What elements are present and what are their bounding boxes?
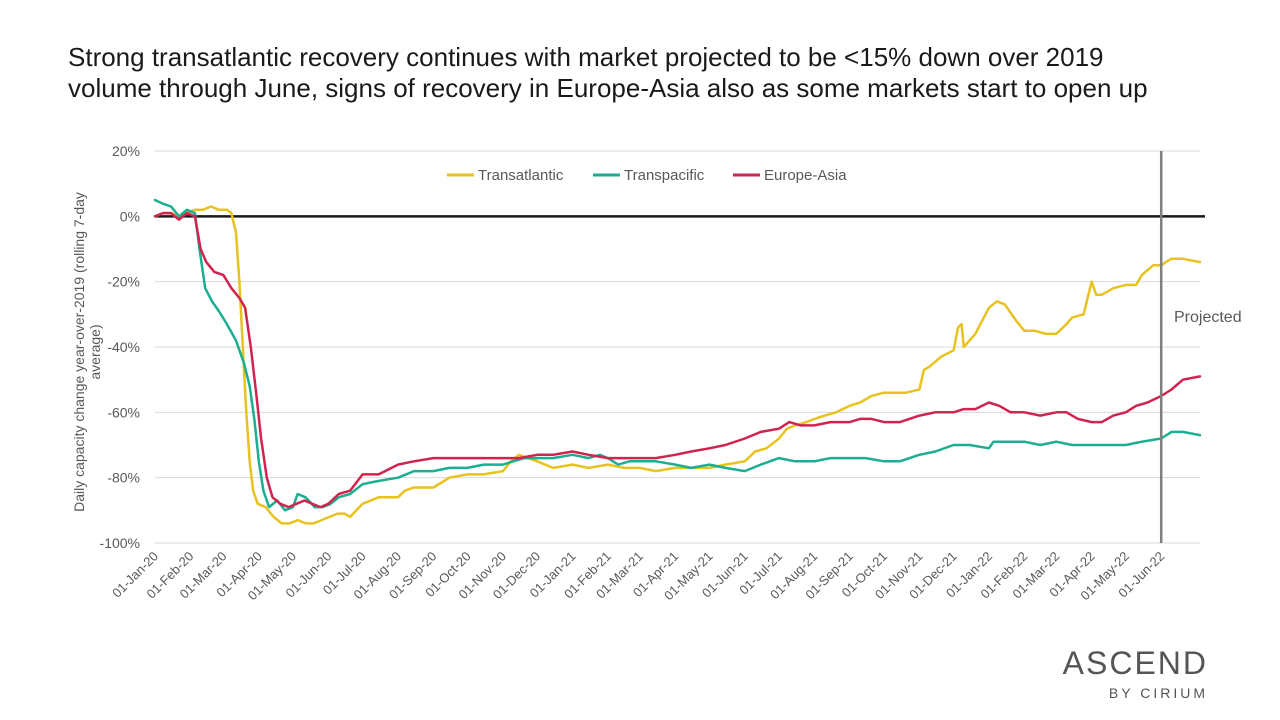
series-line-transpacific — [155, 200, 1200, 510]
y-tick-label: -80% — [107, 470, 140, 486]
y-tick-label: -100% — [100, 535, 140, 551]
y-tick-label: 0% — [120, 208, 140, 224]
line-chart: 20%0%-20%-40%-60%-80%-100%01-Jan-2001-Fe… — [0, 0, 1280, 720]
series-line-transatlantic — [155, 207, 1200, 524]
legend-label-europe-asia: Europe-Asia — [764, 167, 847, 184]
y-axis-label: Daily capacity change year-over-2019 (ro… — [71, 192, 103, 512]
brand-name: ASCEND — [1063, 645, 1208, 681]
y-axis-label-line-2: average) — [87, 324, 103, 379]
y-tick-label: -60% — [107, 404, 140, 420]
projected-label: Projected — [1174, 309, 1242, 326]
y-axis-label-line-1: Daily capacity change year-over-2019 (ro… — [71, 192, 87, 512]
y-tick-label: 20% — [112, 143, 140, 159]
series-line-europe-asia — [155, 213, 1200, 507]
ascend-logo: ASCEND BY CIRIUM — [1063, 645, 1208, 701]
brand-sub: BY CIRIUM — [1063, 685, 1208, 701]
y-tick-label: -40% — [107, 339, 140, 355]
legend-label-transatlantic: Transatlantic — [478, 167, 564, 184]
y-tick-label: -20% — [107, 274, 140, 290]
legend-label-transpacific: Transpacific — [624, 167, 705, 184]
